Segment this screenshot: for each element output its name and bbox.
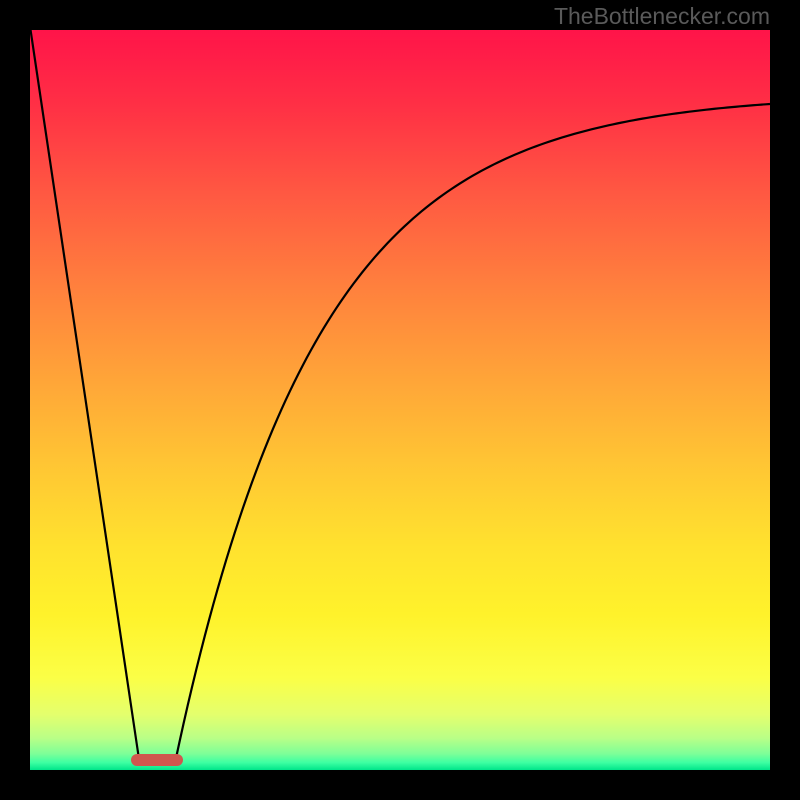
right-curve (175, 104, 770, 763)
chart-container: TheBottlenecker.com (0, 0, 800, 800)
curves-svg (30, 30, 770, 770)
left-v-curve (30, 30, 140, 763)
background-gradient (30, 30, 770, 770)
bottom-marker (131, 754, 183, 766)
plot-area (30, 30, 770, 770)
